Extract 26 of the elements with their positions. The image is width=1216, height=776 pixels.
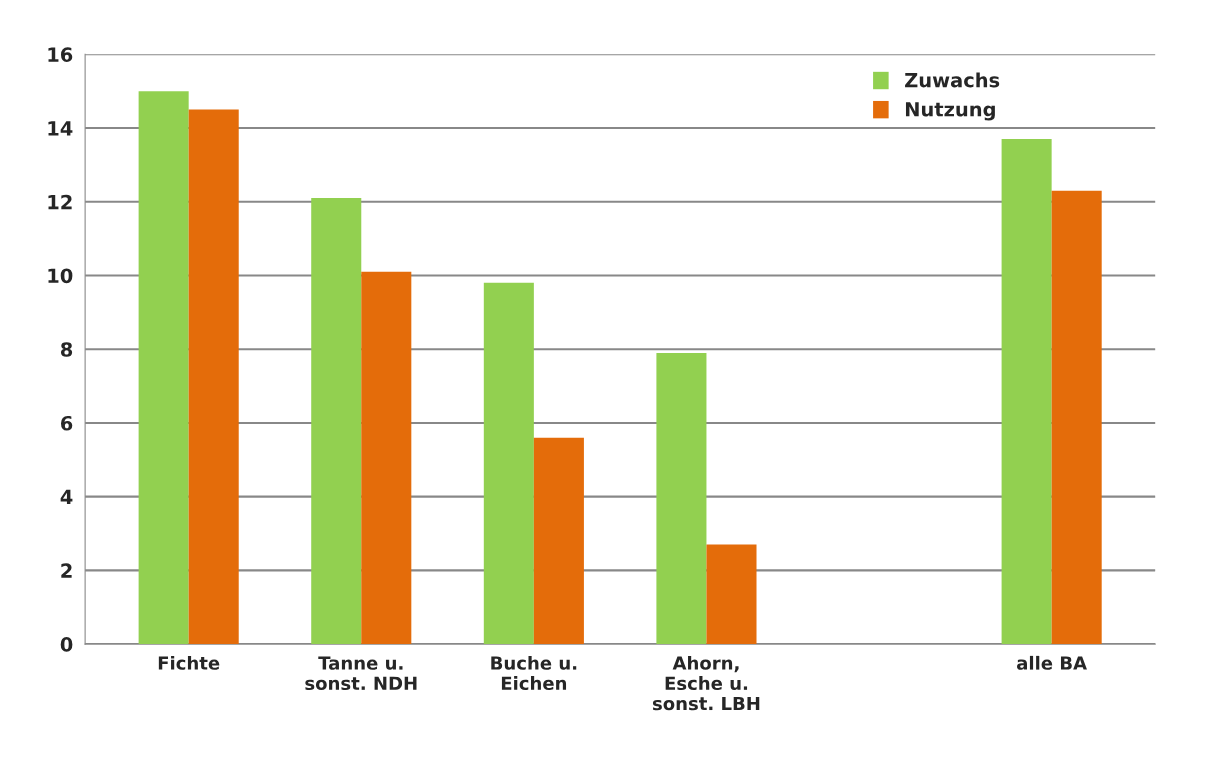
bar [311,198,362,645]
y-tick-label: 12 [48,194,72,210]
y-tick-label: 8 [60,342,73,357]
y-tick-label: 6 [60,415,73,431]
bar [656,352,707,645]
x-tick-label: Buche u. Eichen [491,655,577,691]
y-tick-label: 10 [48,268,73,284]
legend-label: Zuwachs [905,72,1000,88]
bar [361,271,412,645]
x-tick-label: Ahorn, Esche u. sonst. LBH [652,655,760,711]
y-tick-label: 2 [61,563,72,578]
bar [138,91,189,645]
bar [1001,139,1052,645]
bar [533,437,584,645]
x-tick-label: Tanne u. sonst. NDH [305,656,417,691]
y-tick-label: 14 [48,121,73,136]
x-tick-label: alle BA [1017,655,1087,670]
y-tick-label: 16 [48,47,73,62]
bar [706,544,757,645]
bar [1051,190,1102,645]
y-tick-label: 4 [60,489,73,505]
legend-label: Nutzung [905,102,995,121]
bar [188,109,239,645]
y-tick-label: 0 [60,637,73,652]
bar [483,282,534,645]
x-tick-label: Fichte [158,655,220,670]
